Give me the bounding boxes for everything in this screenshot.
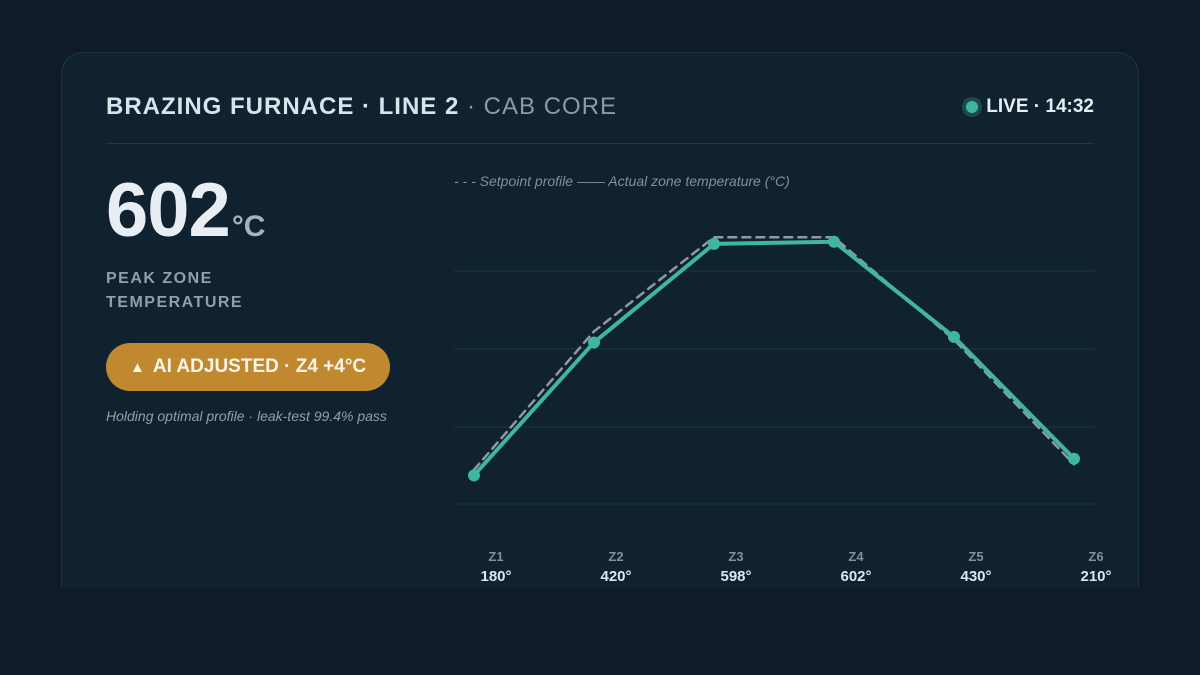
zone-value-z6: 210° — [1080, 568, 1111, 585]
zone-value-z3: 598° — [720, 568, 751, 585]
zone-value-z2: 420° — [600, 568, 631, 585]
zone-value-z5: 430° — [960, 568, 991, 585]
live-status: LIVE · 14:32 — [966, 96, 1094, 118]
kpi-panel: 602°C PEAK ZONE TEMPERATURE ▲ AI ADJUSTE… — [106, 173, 416, 425]
data-point-z4 — [828, 235, 840, 248]
peak-temperature: 602°C — [106, 173, 416, 249]
header-divider — [106, 143, 1094, 144]
setpoint-line — [472, 236, 1076, 472]
zone-label-z2: Z2 — [608, 549, 623, 564]
title-sub: · CAB CORE — [459, 93, 618, 120]
chart-legend: - - - Setpoint profile —— Actual zone te… — [454, 173, 790, 189]
status-note: Holding optimal profile · leak-test 99.4… — [106, 408, 387, 424]
ai-adjusted-badge: ▲ AI ADJUSTED · Z4 +4°C — [106, 343, 391, 391]
data-point-z6 — [1068, 452, 1080, 465]
peak-value: 602 — [106, 168, 231, 253]
temperature-chart: Z1 180° Z2 420° Z3 598° Z4 602° Z5 430° Z6 210° — [454, 235, 1112, 585]
dashboard-card: BRAZING FURNACE · LINE 2 · CAB CORE LIVE… — [61, 52, 1139, 588]
data-point-z3 — [708, 237, 720, 250]
zone-value-z1: 180° — [480, 568, 511, 585]
zone-label-z3: Z3 — [728, 549, 743, 564]
zone-label-z6: Z6 — [1088, 549, 1103, 564]
peak-unit: °C — [231, 210, 266, 243]
badge-text: AI ADJUSTED · Z4 +4°C — [152, 356, 367, 377]
zone-label-z1: Z1 — [488, 549, 503, 564]
peak-label: PEAK ZONE TEMPERATURE — [106, 270, 244, 311]
zone-value-z4: 602° — [840, 568, 871, 585]
zone-label-z5: Z5 — [968, 549, 983, 564]
live-dot-icon — [966, 101, 979, 113]
data-point-z1 — [468, 469, 480, 482]
data-point-z5 — [948, 330, 960, 343]
title-main: BRAZING FURNACE · LINE 2 — [106, 93, 460, 120]
data-point-z2 — [588, 336, 600, 349]
flame-icon: ▲ — [130, 358, 145, 376]
zone-label-z4: Z4 — [848, 549, 864, 564]
actual-line — [472, 239, 1076, 478]
page-title: BRAZING FURNACE · LINE 2 · CAB CORE — [106, 93, 617, 121]
header: BRAZING FURNACE · LINE 2 · CAB CORE LIVE… — [106, 91, 1094, 123]
live-label: LIVE · 14:32 — [986, 96, 1094, 117]
